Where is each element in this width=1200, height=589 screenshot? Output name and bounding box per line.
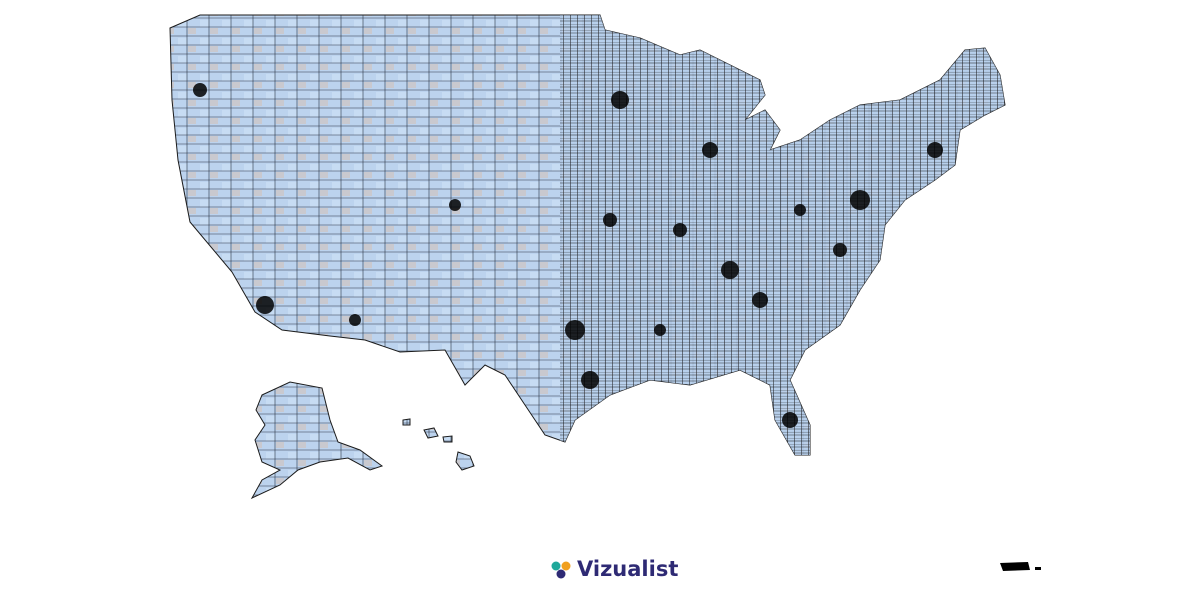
hawaii xyxy=(402,418,475,471)
puerto-rico xyxy=(1000,562,1041,571)
brand-logo: Vizualist xyxy=(551,557,678,581)
logo-dot xyxy=(556,569,566,579)
brand-name: Vizualist xyxy=(577,557,678,581)
alaska xyxy=(250,381,384,500)
logo-dot xyxy=(561,561,571,571)
logo-dot xyxy=(551,561,561,571)
